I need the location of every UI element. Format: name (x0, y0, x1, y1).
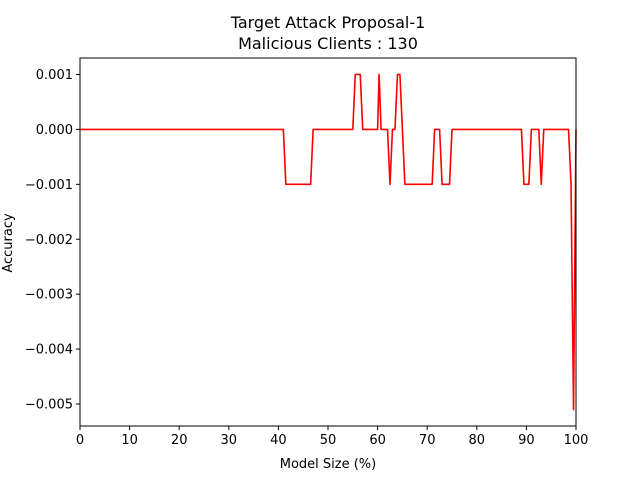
x-tick-label: 90 (518, 433, 535, 448)
chart-title: Target Attack Proposal-1 (230, 13, 426, 32)
x-tick-label: 30 (221, 433, 238, 448)
y-tick-label: −0.003 (25, 288, 73, 303)
y-tick-label: 0.001 (36, 68, 73, 83)
y-tick-label: −0.002 (25, 233, 73, 248)
chart-subtitle: Malicious Clients : 130 (238, 34, 418, 53)
y-tick-label: −0.005 (25, 398, 73, 413)
x-axis-label: Model Size (%) (280, 457, 376, 472)
y-axis-label: Accuracy (1, 213, 16, 273)
series-line-0 (80, 73, 577, 411)
x-tick-label: 80 (469, 433, 486, 448)
y-tick-label: −0.004 (25, 343, 73, 358)
x-tick-label: 70 (419, 433, 436, 448)
x-tick-label: 20 (171, 433, 188, 448)
y-tick-label: −0.001 (25, 178, 73, 193)
x-tick-label: 0 (76, 433, 84, 448)
plot-area: 0 10 20 30 40 50 60 70 80 90 100 0.001 0.000 −0.001 −0… (25, 57, 589, 448)
x-tick-label: 60 (369, 433, 386, 448)
x-tick-label: 100 (564, 433, 589, 448)
x-tick-label: 10 (121, 433, 138, 448)
x-tick-label: 50 (320, 433, 337, 448)
y-tick-label: 0.000 (36, 123, 73, 138)
x-tick-label: 40 (270, 433, 287, 448)
